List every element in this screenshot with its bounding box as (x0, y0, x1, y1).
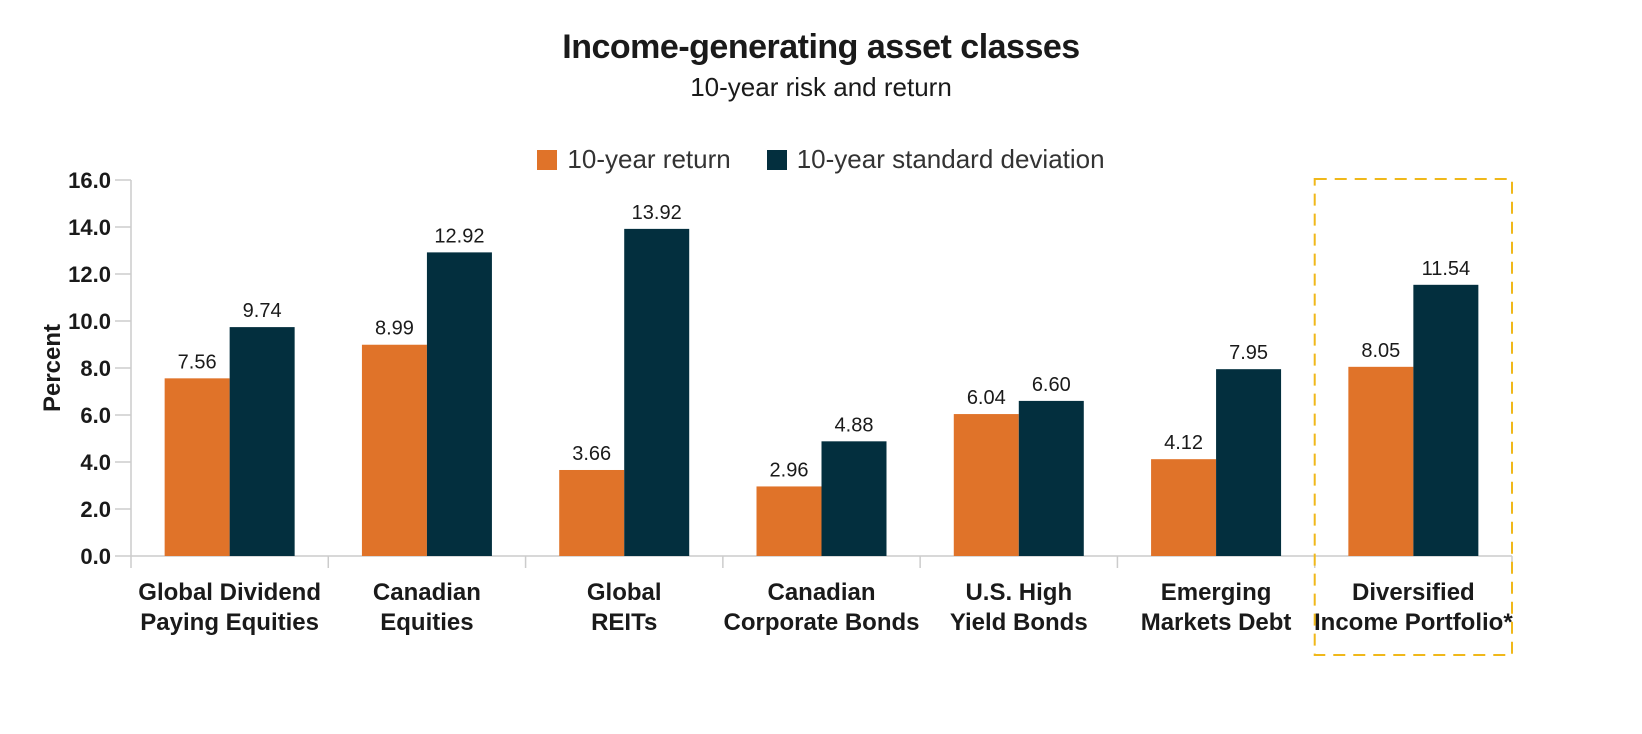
x-category-label: Markets Debt (1141, 609, 1292, 636)
legend-item-return: 10-year return (537, 144, 731, 175)
x-category-label: Emerging (1161, 579, 1272, 606)
legend-item-stddev: 10-year standard deviation (766, 144, 1105, 175)
bar-value-label: 4.12 (1164, 432, 1203, 454)
y-tick-label: 14.0 (68, 215, 111, 240)
bar-stddev (624, 228, 690, 556)
bar-value-label: 7.95 (1229, 342, 1268, 364)
bar-return (756, 486, 822, 556)
chart-title: Income-generating asset classes (562, 28, 1080, 66)
y-tick-label: 8.0 (80, 356, 111, 381)
x-category-label: REITs (591, 609, 657, 636)
bar-return (164, 378, 230, 556)
legend: 10-year return 10-year standard deviatio… (0, 144, 1642, 175)
x-category-label: Yield Bonds (950, 609, 1088, 636)
y-tick-label: 6.0 (80, 403, 111, 428)
bar-stddev (1216, 369, 1282, 556)
y-axis-label: Percent (39, 324, 66, 412)
bar-value-label: 6.60 (1032, 374, 1071, 396)
bar-value-label: 8.99 (375, 318, 414, 340)
bar-value-label: 8.05 (1361, 340, 1400, 362)
bar-return (1348, 366, 1414, 556)
y-tick-label: 12.0 (68, 262, 111, 287)
y-tick-label: 4.0 (80, 450, 111, 475)
x-category-label: Diversified (1352, 579, 1475, 606)
y-tick-label: 10.0 (68, 309, 111, 334)
y-tick-label: 16.0 (68, 168, 111, 193)
bar-stddev (1018, 400, 1084, 556)
highlight-box (1313, 178, 1513, 656)
x-category-label: U.S. High (965, 579, 1072, 606)
x-category-label: Canadian (373, 579, 481, 606)
x-category-label: Paying Equities (140, 609, 319, 636)
y-tick-label: 0.0 (80, 544, 111, 569)
bar-stddev (821, 441, 887, 556)
legend-swatch-return (537, 149, 558, 170)
legend-label-stddev: 10-year standard deviation (796, 144, 1105, 174)
x-category-label: Canadian (767, 579, 875, 606)
bar-value-label: 9.74 (243, 300, 282, 322)
bar-return (953, 414, 1019, 556)
bar-value-label: 4.88 (835, 414, 874, 436)
bar-return (559, 469, 625, 556)
x-category-label: Global Dividend (138, 579, 321, 606)
bar-value-label: 11.54 (1422, 258, 1471, 280)
bar-stddev (229, 327, 295, 556)
bar-value-label: 6.04 (967, 387, 1006, 409)
bar-value-label: 12.92 (434, 225, 484, 247)
bar-value-label: 7.56 (178, 351, 217, 373)
x-category-label: Equities (380, 609, 473, 636)
x-category-label: Income Portfolio* (1314, 609, 1513, 636)
bar-value-label: 3.66 (572, 443, 611, 465)
legend-label-return: 10-year return (567, 144, 731, 174)
bar-value-label: 13.92 (632, 202, 682, 224)
legend-swatch-stddev (766, 149, 787, 170)
bar-return (1151, 459, 1217, 556)
x-category-label: Global (587, 579, 662, 606)
chart-subtitle: 10-year risk and return (690, 72, 952, 102)
x-category-label: Corporate Bonds (723, 609, 919, 636)
bar-stddev (426, 252, 492, 556)
bar-return (361, 344, 427, 556)
bar-stddev (1413, 284, 1479, 556)
bar-value-label: 2.96 (770, 459, 809, 481)
y-tick-label: 2.0 (80, 497, 111, 522)
